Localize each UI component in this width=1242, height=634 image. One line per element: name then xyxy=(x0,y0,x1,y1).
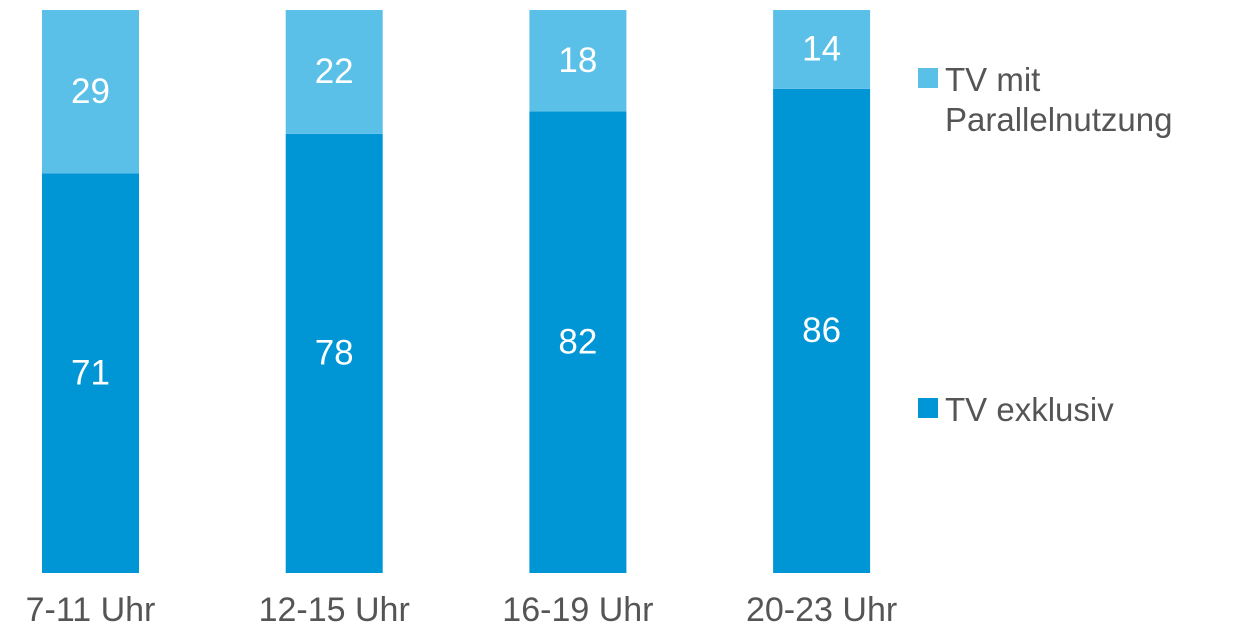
data-label: 86 xyxy=(802,311,841,350)
x-tick-label: 16-19 Uhr xyxy=(502,591,653,629)
x-tick-label: 12-15 Uhr xyxy=(259,591,410,629)
bar-segment xyxy=(285,10,383,134)
bar-segment xyxy=(285,133,383,574)
legend-label: TV exklusiv xyxy=(945,391,1114,428)
data-label: 29 xyxy=(71,72,110,111)
bar-segment xyxy=(773,10,871,89)
bar-segment xyxy=(42,173,139,573)
bar-segment xyxy=(529,111,627,573)
data-label: 22 xyxy=(315,52,354,91)
legend-item: TV exklusiv xyxy=(918,390,1235,430)
bar-segment xyxy=(42,10,139,174)
legend-item: TV mit Parallelnutzung xyxy=(918,60,1235,140)
data-label: 14 xyxy=(802,30,841,69)
legend-swatch xyxy=(918,398,938,418)
bar-segment xyxy=(773,88,871,573)
x-tick-label: 20-23 Uhr xyxy=(746,591,897,629)
legend-swatch xyxy=(918,68,938,88)
bar-segment xyxy=(529,10,627,112)
data-label: 18 xyxy=(558,41,597,80)
data-label: 78 xyxy=(315,334,354,373)
data-label: 71 xyxy=(71,353,110,392)
x-tick-label: 7-11 Uhr xyxy=(26,591,156,629)
legend-label: TV mit Parallelnutzung xyxy=(945,61,1173,138)
data-label: 82 xyxy=(558,322,597,361)
